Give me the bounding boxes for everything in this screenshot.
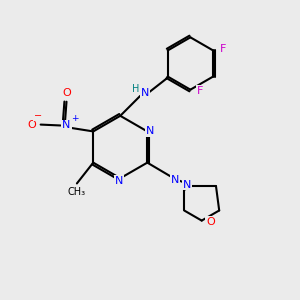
Text: +: + (71, 113, 78, 122)
Text: O: O (62, 88, 71, 98)
Text: N: N (115, 176, 123, 186)
Text: CH₃: CH₃ (68, 187, 86, 197)
Text: N: N (62, 121, 71, 130)
Text: N: N (183, 180, 192, 190)
Text: O: O (206, 217, 215, 227)
Text: −: − (34, 111, 42, 121)
Text: N: N (171, 175, 179, 184)
Text: N: N (140, 88, 149, 98)
Text: O: O (27, 120, 36, 130)
Text: N: N (146, 126, 154, 136)
Text: F: F (219, 44, 226, 54)
Text: H: H (132, 84, 140, 94)
Text: F: F (197, 86, 203, 96)
